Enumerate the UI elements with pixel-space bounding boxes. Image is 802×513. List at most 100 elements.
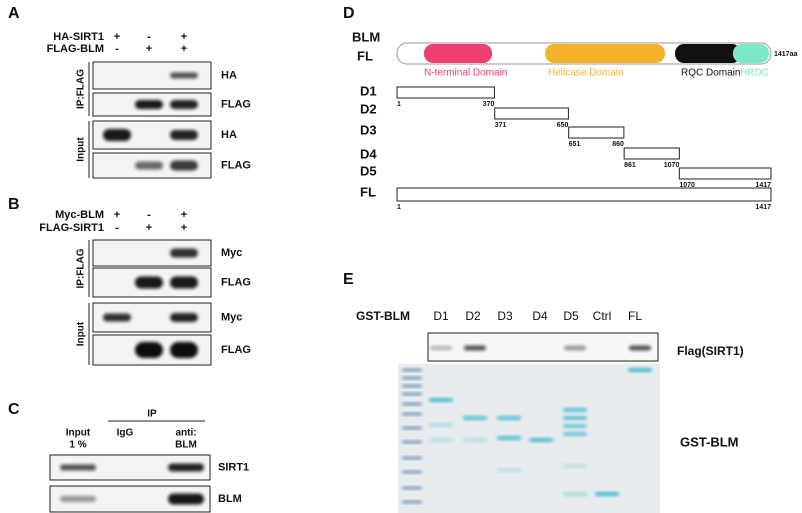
band [402, 376, 422, 380]
construct [623, 147, 680, 160]
band [402, 426, 422, 430]
column-label: Input [66, 428, 91, 439]
band [595, 492, 619, 496]
band [170, 160, 198, 171]
lane-label: D2 [465, 309, 481, 323]
band [170, 248, 198, 258]
panel-label: E [343, 271, 354, 288]
band [402, 368, 422, 372]
lane-label: D4 [532, 309, 548, 323]
band [497, 468, 521, 472]
group-label: IP:FLAG [76, 248, 87, 288]
blot-label: HA [221, 69, 237, 81]
row-label: HA-SIRT1 [53, 31, 104, 43]
column-label: BLM [175, 440, 197, 451]
panel-label: B [8, 196, 20, 213]
band [563, 408, 587, 412]
domain-label: RQC Domain [681, 68, 740, 79]
lane-label: D1 [433, 309, 449, 323]
band [563, 432, 587, 436]
band [628, 368, 652, 372]
domain [675, 44, 741, 63]
start-label: 1070 [679, 182, 695, 189]
sign: - [115, 43, 119, 55]
band [170, 100, 198, 109]
construct [396, 86, 495, 99]
panel-label: C [8, 401, 20, 418]
construct [396, 187, 772, 202]
band [497, 416, 521, 420]
band [463, 438, 487, 442]
row-label: FLAG-SIRT1 [39, 222, 104, 234]
panel-label: A [8, 5, 20, 22]
band [497, 436, 521, 440]
sign: + [146, 222, 152, 234]
column-label: 1 % [69, 440, 86, 451]
sign: + [114, 31, 120, 43]
construct [678, 167, 772, 180]
band [563, 464, 587, 468]
sign: - [115, 222, 119, 234]
end-label: 1417 [755, 204, 771, 211]
band [402, 384, 422, 388]
sign: - [147, 209, 151, 221]
full-label: FL [357, 48, 373, 63]
column-label: anti: [175, 428, 196, 439]
start-label: 651 [569, 141, 581, 148]
band [402, 500, 422, 504]
band [402, 456, 422, 460]
band [60, 496, 96, 502]
blot-label: Flag(SIRT1) [677, 344, 744, 358]
band [429, 438, 453, 442]
panel-label: D [343, 5, 355, 22]
band [563, 492, 587, 496]
domain-label: HRDC [740, 68, 769, 79]
sign: + [181, 43, 187, 55]
band [402, 412, 422, 416]
end-label: 370 [483, 101, 495, 108]
band [170, 72, 198, 79]
band [135, 161, 163, 170]
band [563, 416, 587, 420]
end-label: 1417 [755, 182, 771, 189]
band [563, 424, 587, 428]
band [402, 392, 422, 396]
blot-label: Myc [221, 247, 242, 259]
band [402, 402, 422, 406]
end-label: 1070 [664, 162, 680, 169]
band [103, 313, 131, 322]
band [429, 398, 453, 402]
blot-label: FLAG [221, 159, 251, 171]
sign: + [181, 222, 187, 234]
domain-label: Helicase Domain [548, 68, 624, 79]
blot-label: SIRT1 [218, 461, 249, 473]
group-label: IP:FLAG [76, 69, 87, 109]
construct-label: D3 [360, 122, 377, 137]
band [170, 313, 198, 322]
domain [733, 44, 769, 63]
band [170, 276, 198, 289]
sign: - [147, 31, 151, 43]
band [170, 130, 198, 140]
construct-label: D4 [360, 146, 377, 161]
blot-label: HA [221, 129, 237, 141]
gel-label: GST-BLM [680, 434, 739, 449]
domain [424, 44, 492, 63]
construct-label: D5 [360, 163, 377, 178]
construct-label: FL [360, 184, 376, 199]
band [429, 423, 453, 427]
blot-label: Myc [221, 311, 242, 323]
lane-label: D5 [563, 309, 579, 323]
band [430, 346, 452, 350]
start-label: 1 [397, 101, 401, 108]
band [103, 129, 131, 141]
lane-label: FL [628, 309, 642, 323]
blot-label: FLAG [221, 276, 251, 288]
row-label: FLAG-BLM [47, 43, 104, 55]
sign: + [181, 209, 187, 221]
band [402, 470, 422, 474]
band [135, 276, 163, 289]
blot-label: FLAG [221, 344, 251, 356]
lane-label: D3 [497, 309, 513, 323]
band [170, 342, 198, 358]
